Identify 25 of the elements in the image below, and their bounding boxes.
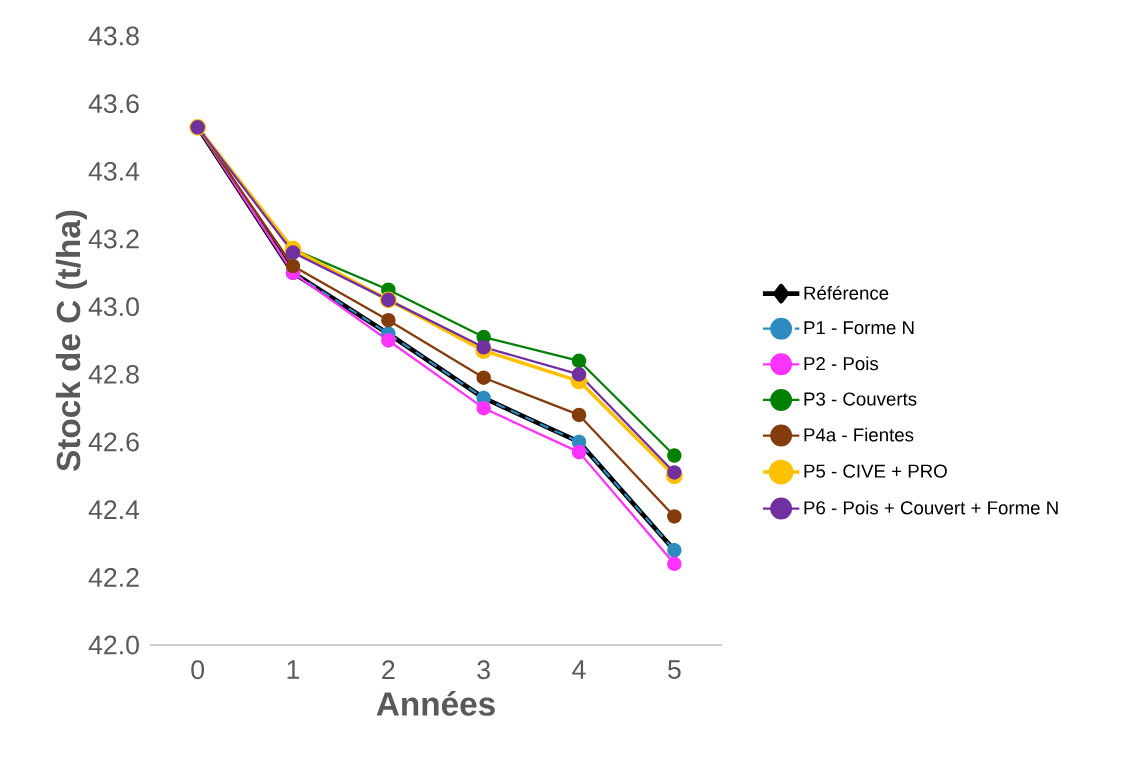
x-tick-label: 5 (667, 660, 681, 679)
y-tick-label: 43.4 (88, 161, 140, 181)
legend-label: Référence (804, 285, 889, 300)
y-tick-label: 42.8 (88, 364, 139, 384)
y-tick-label: 42.4 (88, 500, 140, 519)
y-axis-title: Stock de C (t/ha) (55, 210, 87, 472)
y-tick-label: 42.6 (88, 432, 139, 452)
legend-label: P1 - Forme N (804, 321, 914, 335)
legend-label: P3 - Couverts (804, 392, 917, 406)
y-tick-label: 42.0 (88, 635, 139, 655)
y-tick-label: 43.8 (88, 26, 139, 46)
legend-label: P5 - CIVE + PRO (804, 464, 947, 478)
x-tick-label: 2 (382, 660, 395, 679)
x-tick-label: 3 (477, 660, 490, 680)
legend-label: P4a - Fientes (804, 427, 914, 442)
x-tick-label: 4 (572, 660, 586, 679)
x-axis-title: Années (376, 691, 495, 716)
y-tick-label: 43.0 (88, 297, 139, 317)
x-tick-label: 0 (191, 660, 205, 680)
y-tick-label: 42.2 (88, 568, 139, 587)
y-tick-label: 43.2 (88, 229, 139, 249)
legend-label: P6 - Pois + Couvert + Forme N (804, 500, 1058, 515)
y-tick-label: 43.6 (88, 94, 139, 114)
legend-label: P2 - Pois (804, 356, 879, 371)
x-tick-label: 1 (287, 660, 300, 679)
